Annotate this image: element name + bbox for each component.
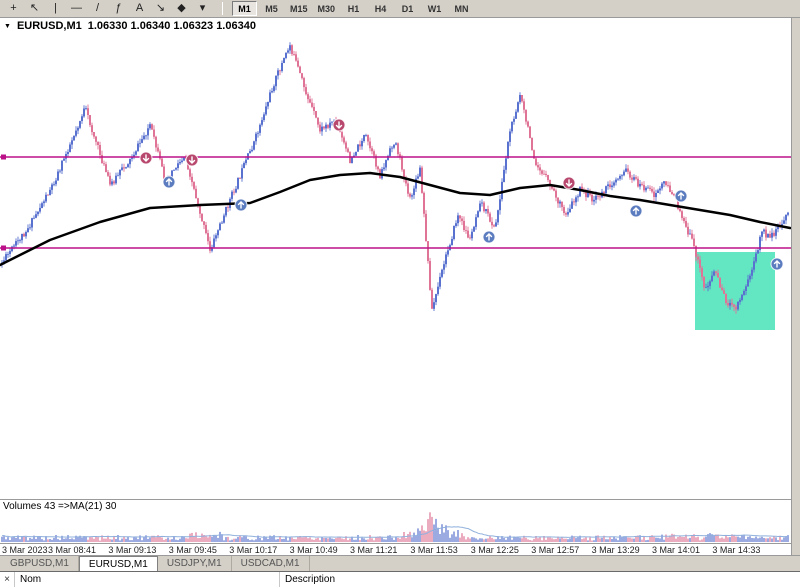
time-axis-label: 3 Mar 2023	[2, 545, 48, 555]
volume-ma-line	[1, 526, 789, 538]
drawing-tools-group: + ↖ | — / ƒ A ↘ ◆ ▾	[3, 1, 213, 16]
time-axis-label: 3 Mar 11:53	[410, 545, 458, 555]
timeframe-h1-button[interactable]: H1	[347, 3, 360, 14]
moving-average-line	[0, 171, 791, 267]
bottom-panel: × Nom Description	[0, 571, 800, 587]
time-axis-label: 3 Mar 14:33	[712, 545, 761, 555]
chart-tab-gbpusd[interactable]: GBPUSD,M1	[1, 556, 79, 571]
time-axis[interactable]: 3 Mar 2023 3 Mar 08:41 3 Mar 09:13 3 Mar 09…	[0, 543, 800, 555]
chart-tabs: GBPUSD,M1 EURUSD,M1 USDJPY,M1 USDCAD,M1	[0, 555, 800, 571]
timeframe-m1-button[interactable]: M1	[232, 1, 257, 16]
right-margin-strip	[791, 18, 800, 555]
collapse-triangle-icon[interactable]: ▼	[4, 22, 11, 30]
chart-tab-eurusd[interactable]: EURUSD,M1	[78, 556, 158, 571]
time-axis-label: 3 Mar 14:01	[652, 545, 701, 555]
crosshair-tool-button[interactable]: +	[10, 2, 17, 14]
volume-chart	[1, 512, 789, 542]
timeframe-d1-button[interactable]: D1	[401, 3, 414, 14]
chart-area: ▼ EURUSD,M1 1.06330 1.06340 1.06323 1.06…	[0, 18, 800, 499]
volume-indicator-label: Volumes 43 =>MA(21) 30	[3, 501, 117, 512]
time-axis-label: 3 Mar 08:41	[48, 545, 97, 555]
time-axis-label: 3 Mar 10:49	[289, 545, 338, 555]
timeframe-m30-button[interactable]: M30	[317, 3, 336, 14]
shapes-tool-button[interactable]: ◆	[177, 2, 186, 14]
timeframe-mn-button[interactable]: MN	[454, 3, 469, 14]
time-axis-label: 3 Mar 10:17	[229, 545, 278, 555]
toolbar-separator	[222, 2, 223, 15]
volume-bars	[1, 512, 789, 542]
volume-panel[interactable]: Volumes 43 =>MA(21) 30	[0, 499, 800, 543]
time-axis-label: 3 Mar 09:13	[108, 545, 157, 555]
price-chart[interactable]	[0, 18, 791, 499]
chart-header: ▼ EURUSD,M1 1.06330 1.06340 1.06323 1.06…	[4, 20, 256, 32]
vertical-line-tool-button[interactable]: |	[54, 2, 57, 14]
fibonacci-tool-button[interactable]: ƒ	[115, 2, 122, 14]
highlight-region	[695, 252, 775, 330]
cursor-tool-button[interactable]: ↖	[29, 2, 40, 14]
text-tool-button[interactable]: A	[135, 2, 144, 14]
candle-series	[1, 42, 789, 314]
time-axis-label: 3 Mar 11:21	[350, 545, 398, 555]
close-panel-button[interactable]: ×	[0, 572, 15, 587]
chart-ohlc-values: 1.06330 1.06340 1.06323 1.06340	[87, 20, 256, 32]
time-axis-label: 3 Mar 12:25	[470, 545, 519, 555]
timeframe-w1-button[interactable]: W1	[427, 3, 442, 14]
timeframe-h4-button[interactable]: H4	[374, 3, 387, 14]
chart-tab-usdcad[interactable]: USDCAD,M1	[232, 556, 310, 571]
line-anchor-handle[interactable]	[1, 154, 6, 160]
line-anchor-handle[interactable]	[1, 245, 6, 251]
arrow-label-tool-button[interactable]: ↘	[155, 2, 166, 14]
column-header-description[interactable]: Description	[285, 574, 336, 585]
timeframe-m15-button[interactable]: M15	[290, 3, 308, 14]
column-header-nom[interactable]: Nom	[15, 572, 280, 587]
toolbar: + ↖ | — / ƒ A ↘ ◆ ▾ M1 M5 M15 M30 H1 H4 D1 W1 MN	[0, 0, 800, 18]
horizontal-line-tool-button[interactable]: —	[71, 2, 82, 14]
trendline-tool-button[interactable]: /	[95, 2, 100, 14]
time-axis-label: 3 Mar 09:45	[168, 545, 217, 555]
time-axis-label: 3 Mar 13:29	[591, 545, 640, 555]
timeframe-buttons-group: M1 M5 M15 M30 H1 H4 D1 W1 MN	[232, 1, 476, 16]
chart-tab-usdjpy[interactable]: USDJPY,M1	[158, 556, 232, 571]
timeframe-m5-button[interactable]: M5	[265, 3, 278, 14]
shapes-dropdown-button[interactable]: ▾	[199, 2, 206, 14]
time-axis-label: 3 Mar 12:57	[531, 545, 580, 555]
chart-symbol-label: EURUSD,M1	[16, 20, 82, 32]
